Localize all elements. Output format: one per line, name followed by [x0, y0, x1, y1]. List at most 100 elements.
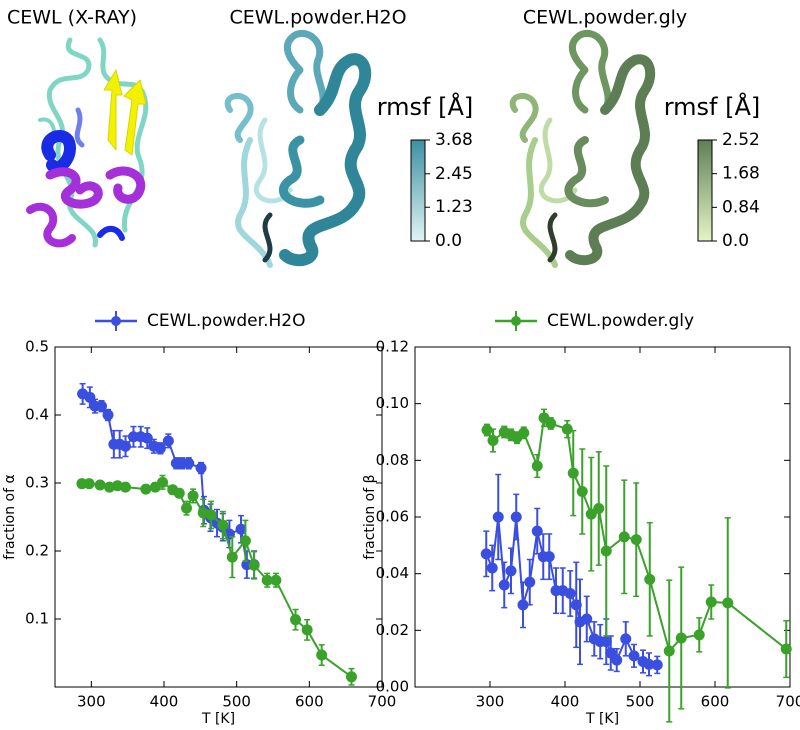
data-point [119, 440, 131, 452]
y-tick-label: 0.5 [25, 338, 49, 356]
data-point [611, 654, 623, 666]
data-point [226, 551, 238, 563]
data-point [187, 490, 199, 502]
y-tick-label: 0.00 [376, 678, 409, 696]
data-point [693, 629, 705, 641]
x-tick-label: 400 [551, 693, 580, 711]
x-tick-label: 500 [626, 693, 655, 711]
data-point [183, 457, 195, 469]
data-point [480, 548, 492, 560]
protein-tube [224, 29, 372, 268]
colorbar [697, 139, 713, 242]
data-point [141, 432, 153, 444]
data-point [84, 391, 96, 403]
data-point [524, 576, 536, 588]
data-point [481, 424, 493, 436]
data-point [561, 423, 573, 435]
y-tick-label: 0.04 [376, 564, 409, 582]
data-point [290, 614, 302, 626]
data-point [94, 479, 106, 491]
data-point [102, 409, 114, 421]
data-point [270, 574, 282, 586]
colorbar-label: rmsf [Å] [377, 92, 474, 121]
panel-title: CEWL (X-RAY) [7, 7, 137, 29]
plot-frame [414, 346, 791, 688]
data-point [570, 599, 582, 611]
data-point [505, 565, 517, 577]
data-point [487, 435, 499, 446]
colorbar-tick-label: 2.52 [722, 130, 760, 150]
x-tick-label: 700 [776, 693, 800, 711]
data-point [628, 650, 640, 662]
data-point [585, 508, 597, 520]
y-tick-label: 0.06 [376, 508, 409, 526]
data-point [630, 534, 642, 546]
data-point [567, 467, 579, 479]
plot-frame [54, 346, 383, 688]
data-point [705, 596, 717, 608]
data-point [644, 573, 656, 585]
data-point [498, 579, 510, 591]
data-point [518, 427, 530, 439]
data-point [119, 481, 131, 493]
y-tick-label: 0.1 [25, 610, 49, 628]
data-point [239, 535, 251, 547]
data-point [517, 599, 529, 611]
x-tick-label: 600 [701, 693, 730, 711]
colorbar-tick-label: 0.0 [722, 231, 749, 251]
x-axis-label: T [K] [201, 711, 235, 727]
data-point [618, 531, 630, 543]
data-point [620, 633, 632, 645]
x-tick-label: 700 [368, 693, 397, 711]
data-point [486, 562, 498, 574]
colorbar-label: rmsf [Å] [664, 92, 761, 121]
data-point [195, 462, 207, 474]
data-point [140, 483, 152, 495]
legend-label: CEWL.powder.gly [547, 311, 694, 331]
y-tick-label: 0.4 [25, 406, 49, 424]
y-axis-label: fraction of α [2, 474, 18, 559]
data-point [173, 487, 185, 499]
colorbar-tick-label: 0.0 [435, 231, 462, 251]
data-point [581, 613, 593, 625]
data-point [492, 511, 504, 523]
legend-marker [511, 316, 521, 326]
data-point [722, 597, 734, 609]
data-point [181, 502, 193, 514]
data-point [651, 659, 663, 671]
panel-title: CEWL.powder.H2O [229, 7, 406, 29]
data-point [593, 503, 605, 514]
data-point [157, 476, 169, 488]
data-point [675, 632, 687, 644]
data-point [600, 545, 612, 557]
colorbar [410, 139, 426, 242]
y-tick-label: 0.2 [25, 542, 49, 560]
colorbar-tick-label: 1.68 [722, 164, 760, 184]
data-point [316, 649, 328, 661]
y-tick-label: 0.08 [376, 451, 409, 469]
colorbar-tick-label: 3.68 [435, 130, 473, 150]
colorbar-tick-label: 0.84 [722, 197, 760, 217]
data-point [83, 478, 95, 490]
data-point [162, 435, 174, 447]
data-point [545, 418, 557, 429]
data-point [96, 400, 108, 412]
panel-title: CEWL.powder.gly [523, 7, 687, 29]
x-tick-label: 300 [77, 693, 106, 711]
data-point [248, 559, 260, 571]
x-axis-label: T [K] [585, 711, 619, 727]
data-point [576, 486, 588, 497]
y-tick-label: 0.12 [376, 338, 409, 356]
x-tick-label: 300 [476, 693, 505, 711]
data-point [217, 519, 229, 531]
data-point [564, 588, 576, 599]
data-point [531, 460, 543, 472]
protein-cartoon [26, 37, 149, 248]
protein-tube [509, 29, 656, 268]
data-point [301, 624, 313, 636]
x-tick-label: 500 [222, 693, 251, 711]
data-point [663, 645, 675, 657]
data-point [205, 509, 217, 521]
data-point [543, 551, 555, 563]
